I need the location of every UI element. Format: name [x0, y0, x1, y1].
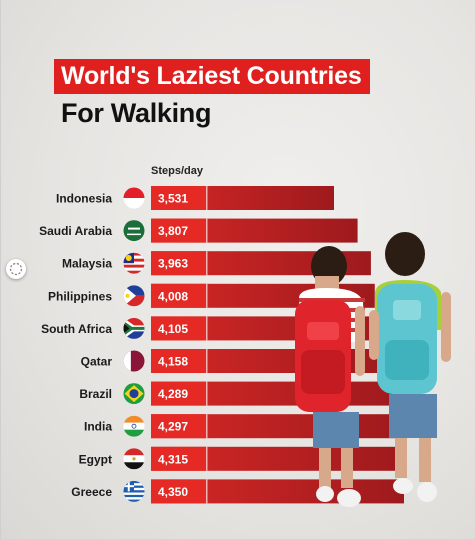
chart-title: World's Laziest Countries — [54, 59, 370, 94]
egypt-flag-icon — [123, 448, 145, 470]
south-africa-flag-icon — [123, 317, 145, 339]
category-label: India — [84, 420, 112, 434]
value-label: 3,963 — [158, 257, 188, 271]
value-box — [151, 381, 206, 406]
value-label: 4,008 — [158, 289, 188, 303]
greece-flag-icon — [123, 480, 145, 502]
malaysia-flag-icon — [123, 252, 145, 274]
value-box — [151, 316, 206, 341]
value-box — [151, 218, 206, 243]
value-box — [151, 414, 206, 439]
value-label: 4,297 — [158, 420, 188, 434]
unit-label: Steps/day — [151, 165, 203, 177]
category-label: Saudi Arabia — [39, 224, 112, 238]
value-box — [151, 251, 206, 276]
india-flag-icon — [123, 415, 145, 437]
philippines-flag-icon — [123, 285, 145, 307]
value-box — [151, 186, 206, 210]
value-label: 4,158 — [158, 355, 188, 369]
chart-subtitle: For Walking — [61, 98, 212, 128]
carousel-nav-button[interactable] — [6, 259, 26, 279]
category-label: South Africa — [41, 322, 112, 336]
value-label: 3,807 — [158, 224, 188, 238]
carousel-dots-icon — [9, 262, 23, 276]
category-label: Indonesia — [56, 192, 112, 206]
category-label: Malaysia — [62, 257, 112, 271]
children-with-backpacks-illustration — [295, 232, 451, 507]
value-label: 4,350 — [158, 485, 188, 499]
category-label: Brazil — [79, 387, 112, 401]
qatar-flag-icon — [123, 350, 145, 372]
brazil-flag-icon — [123, 383, 145, 405]
category-label: Egypt — [79, 452, 112, 466]
value-box — [151, 479, 206, 504]
value-label: 4,105 — [158, 322, 188, 336]
category-label: Qatar — [81, 355, 113, 369]
left-border — [0, 0, 1, 539]
indonesia-flag-icon — [123, 187, 145, 209]
category-label: Philippines — [48, 289, 112, 303]
value-label: 4,289 — [158, 387, 188, 401]
left-child — [295, 246, 365, 507]
right-child — [369, 232, 451, 502]
value-box — [151, 349, 206, 373]
value-label: 3,531 — [158, 192, 188, 206]
value-box — [151, 283, 206, 308]
saudi-arabia-flag-icon — [123, 220, 145, 242]
value-label: 4,315 — [158, 452, 188, 466]
value-box — [151, 446, 206, 471]
category-label: Greece — [71, 485, 112, 499]
